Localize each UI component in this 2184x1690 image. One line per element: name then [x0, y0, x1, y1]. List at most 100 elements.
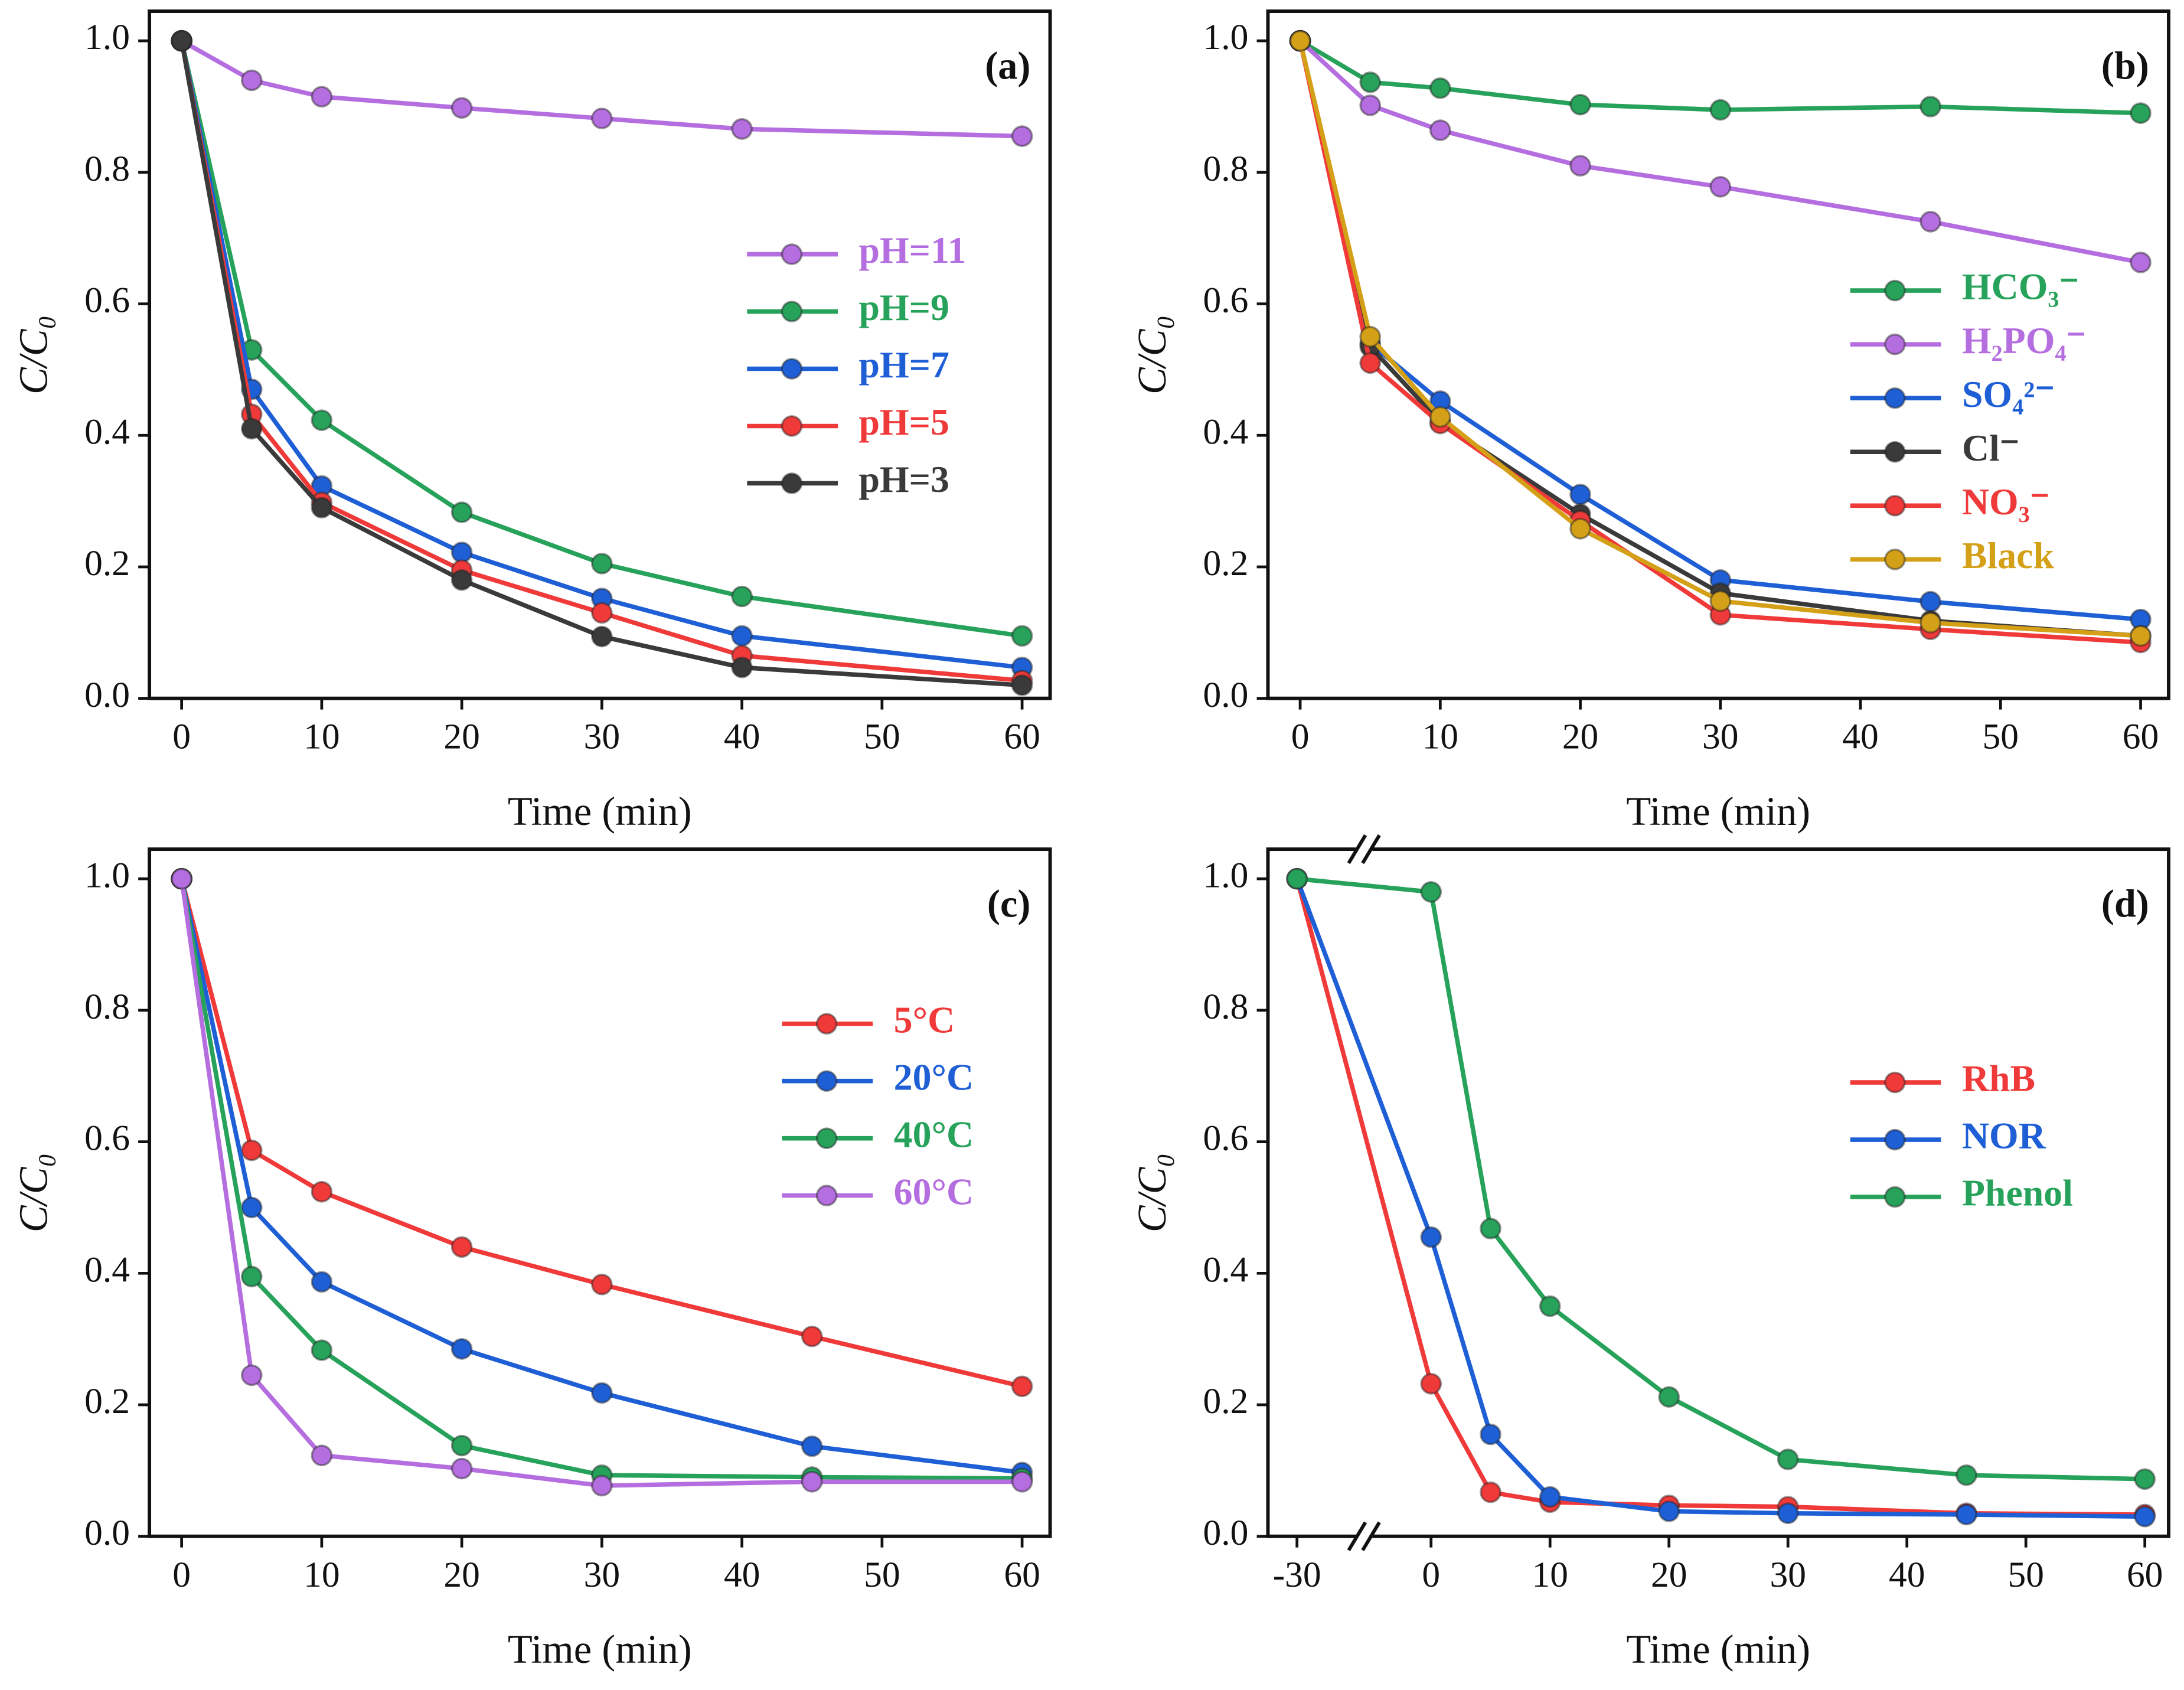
x-tick-label: 0 — [1291, 717, 1310, 757]
x-tick-label: 10 — [303, 1555, 339, 1595]
data-point — [1539, 1486, 1561, 1508]
plot-frame — [148, 9, 1052, 700]
y-tick-label: 0.2 — [1203, 1381, 1249, 1421]
data-point — [1919, 590, 1941, 613]
panel: 0.0 0.2 0.4 0.6 0.8 1.0 0 10 20 30 40 50 60 Time (min… — [1129, 9, 2170, 834]
data-point — [1359, 94, 1382, 116]
data-point — [450, 569, 473, 591]
plot-frame — [1266, 847, 2170, 1538]
legend-label: Black — [1962, 534, 2055, 576]
data-point — [450, 97, 473, 119]
data-point — [1289, 30, 1311, 52]
data-point — [731, 118, 753, 140]
data-point — [450, 1236, 473, 1258]
legend-marker — [1884, 387, 1906, 409]
x-tick-label: 10 — [303, 717, 339, 757]
data-point — [311, 1444, 333, 1467]
legend-label: Phenol — [1962, 1172, 2073, 1214]
y-tick-label: 0.0 — [1203, 675, 1249, 715]
data-point — [2130, 252, 2152, 273]
x-tick-label: 60 — [1004, 717, 1040, 757]
legend-label: 20°C — [894, 1056, 974, 1098]
y-tick-label: 0.2 — [84, 1381, 130, 1421]
x-tick-label: 20 — [1651, 1555, 1687, 1595]
y-axis-title: C/C₀ — [11, 315, 56, 394]
data-point — [1480, 1481, 1501, 1503]
y-tick-label: 1.0 — [1203, 17, 1249, 57]
data-point — [1569, 93, 1591, 116]
data-point — [801, 1470, 823, 1493]
legend-label: pH=3 — [859, 458, 949, 500]
legend-label: 40°C — [894, 1113, 974, 1155]
data-point — [591, 553, 613, 575]
x-tick-label: 10 — [1532, 1555, 1568, 1595]
legend-label: H₂PO₄⁻ — [1962, 319, 2086, 361]
data-point — [1658, 1386, 1680, 1408]
data-point — [1569, 518, 1591, 540]
legend-label: NOR — [1962, 1115, 2046, 1157]
series-line — [1295, 877, 2145, 1519]
y-tick-label: 0.6 — [1203, 280, 1249, 321]
data-point — [1569, 484, 1591, 505]
data-point — [1359, 325, 1382, 348]
data-point — [240, 1139, 263, 1162]
data-point — [240, 1265, 263, 1288]
axis-break-mark — [1361, 1521, 1381, 1551]
y-tick-label: 0.8 — [84, 987, 130, 1027]
data-point — [450, 541, 473, 563]
data-point — [1420, 1226, 1442, 1248]
data-point — [591, 602, 613, 624]
y-tick-label: 0.2 — [1203, 543, 1249, 583]
x-tick-label: 50 — [864, 717, 900, 757]
data-point — [1011, 1375, 1033, 1398]
axis-break-mark — [1347, 834, 1367, 864]
legend-marker — [781, 415, 803, 437]
panel: 0.0 0.2 0.4 0.6 0.8 1.0 -30 0 10 20 30 40 50 60 Time (… — [1129, 834, 2170, 1672]
data-point — [2130, 102, 2152, 124]
panel-label: (c) — [987, 883, 1030, 926]
data-point — [311, 1180, 333, 1203]
legend-marker — [1884, 1186, 1906, 1208]
y-axis-title: C/C₀ — [11, 1153, 56, 1232]
data-point — [1919, 96, 1941, 118]
x-tick-label: 40 — [1842, 717, 1878, 757]
x-tick-label: 50 — [1983, 717, 2019, 757]
x-tick-label: 0 — [172, 717, 191, 757]
data-point — [311, 497, 333, 519]
data-point — [1011, 674, 1033, 696]
data-point — [1359, 71, 1382, 93]
series-line — [179, 40, 1023, 638]
data-point — [591, 1273, 613, 1296]
legend-marker — [815, 1070, 838, 1092]
y-tick-label: 0.4 — [1203, 1249, 1249, 1290]
x-tick-label: 40 — [724, 1555, 760, 1595]
data-point — [591, 625, 613, 648]
data-point — [1480, 1423, 1501, 1446]
legend-marker — [781, 301, 803, 322]
data-point — [240, 417, 263, 440]
data-point — [450, 1434, 473, 1457]
data-point — [1429, 119, 1451, 141]
legend-label: 60°C — [894, 1170, 974, 1212]
legend-marker — [815, 1013, 838, 1035]
x-tick-label: 60 — [2123, 717, 2159, 757]
data-point — [1709, 99, 1732, 121]
legend-marker — [1884, 333, 1906, 355]
data-point — [1480, 1218, 1501, 1239]
data-point — [591, 1382, 613, 1404]
x-tick-label: 20 — [443, 717, 479, 757]
y-tick-label: 0.8 — [1203, 987, 1249, 1027]
y-tick-label: 0.0 — [84, 675, 130, 715]
legend-marker — [1884, 1071, 1906, 1094]
axis-break-mark — [1347, 1521, 1367, 1551]
y-tick-label: 0.6 — [84, 280, 130, 321]
data-point — [450, 1457, 473, 1480]
data-point — [1709, 176, 1732, 198]
data-point — [1709, 590, 1732, 612]
plot-frame — [1266, 9, 2170, 700]
legend-label: 5°C — [894, 999, 955, 1040]
data-point — [311, 1271, 333, 1293]
data-point — [311, 1339, 333, 1361]
data-point — [450, 501, 473, 523]
